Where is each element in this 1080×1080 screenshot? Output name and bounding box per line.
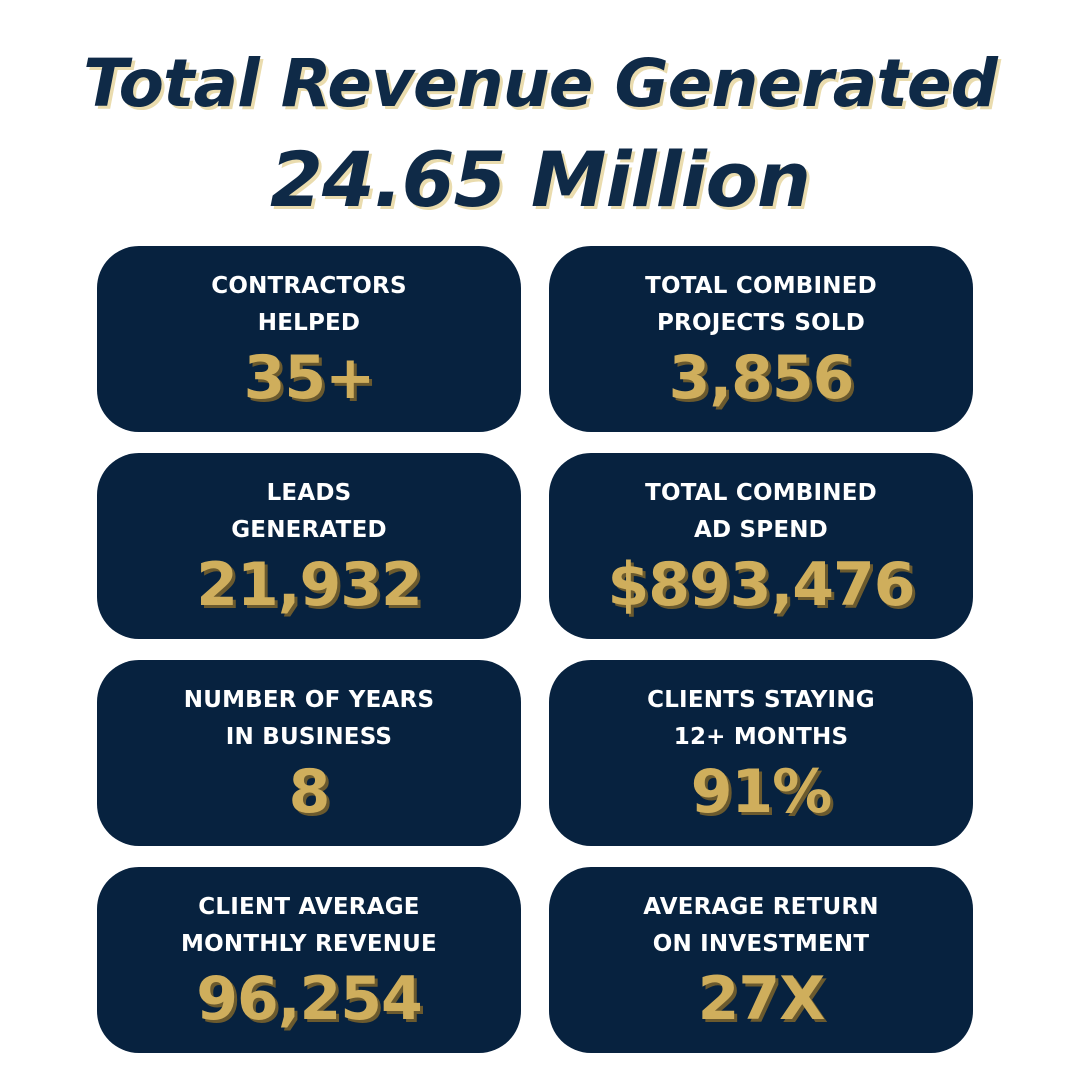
stat-value: 21,932 (196, 550, 423, 620)
stat-card-client-retention: CLIENTS STAYING 12+ MONTHS 91% (549, 660, 973, 846)
stat-card-return-on-investment: AVERAGE RETURN ON INVESTMENT 27X (549, 867, 973, 1053)
stat-card-years-in-business: NUMBER OF YEARS IN BUSINESS 8 (97, 660, 521, 846)
headline-total-revenue: 24.65 Million (269, 135, 811, 224)
stat-label-line: CLIENT AVERAGE (198, 894, 420, 920)
stat-label-line: TOTAL COMBINED (645, 273, 877, 299)
stat-label: TOTAL COMBINED AD SPEND (559, 475, 963, 549)
stat-card-projects-sold: TOTAL COMBINED PROJECTS SOLD 3,856 (549, 246, 973, 432)
stat-label-line: CONTRACTORS (211, 273, 407, 299)
stat-label-line: NUMBER OF YEARS (183, 687, 435, 713)
stat-label: TOTAL COMBINED PROJECTS SOLD (559, 268, 963, 342)
stat-value: 8 (288, 757, 331, 827)
stat-label-line: MONTHLY REVENUE (181, 931, 437, 957)
stat-label-line: ON INVESTMENT (652, 931, 870, 957)
headline-title: Total Revenue Generated (83, 45, 998, 122)
stat-card-monthly-revenue: CLIENT AVERAGE MONTHLY REVENUE 96,254 (97, 867, 521, 1053)
stat-value: $893,476 (607, 550, 915, 620)
stat-label-line: HELPED (257, 310, 361, 336)
stat-label: AVERAGE RETURN ON INVESTMENT (559, 889, 963, 963)
stat-value: 35+ (243, 343, 376, 413)
stat-label: CLIENT AVERAGE MONTHLY REVENUE (107, 889, 511, 963)
stat-label: NUMBER OF YEARS IN BUSINESS (107, 682, 511, 756)
stat-label: LEADS GENERATED (107, 475, 511, 549)
stat-label-line: LEADS (266, 480, 352, 506)
stat-value: 91% (690, 757, 833, 827)
stat-label: CLIENTS STAYING 12+ MONTHS (559, 682, 963, 756)
stat-card-leads-generated: LEADS GENERATED 21,932 (97, 453, 521, 639)
stat-label-line: AVERAGE RETURN (643, 894, 879, 920)
stat-label-line: TOTAL COMBINED (645, 480, 877, 506)
stat-label-line: GENERATED (231, 517, 387, 543)
stat-label: CONTRACTORS HELPED (107, 268, 511, 342)
stat-value: 96,254 (196, 964, 423, 1034)
stat-card-contractors-helped: CONTRACTORS HELPED 35+ (97, 246, 521, 432)
stat-label-line: PROJECTS SOLD (657, 310, 865, 336)
stat-label-line: 12+ MONTHS (673, 724, 849, 750)
stat-label-line: AD SPEND (694, 517, 828, 543)
stat-label-line: IN BUSINESS (225, 724, 393, 750)
stat-label-line: CLIENTS STAYING (647, 687, 875, 713)
stat-value: 3,856 (668, 343, 855, 413)
stat-card-ad-spend: TOTAL COMBINED AD SPEND $893,476 (549, 453, 973, 639)
stat-value: 27X (697, 964, 826, 1034)
